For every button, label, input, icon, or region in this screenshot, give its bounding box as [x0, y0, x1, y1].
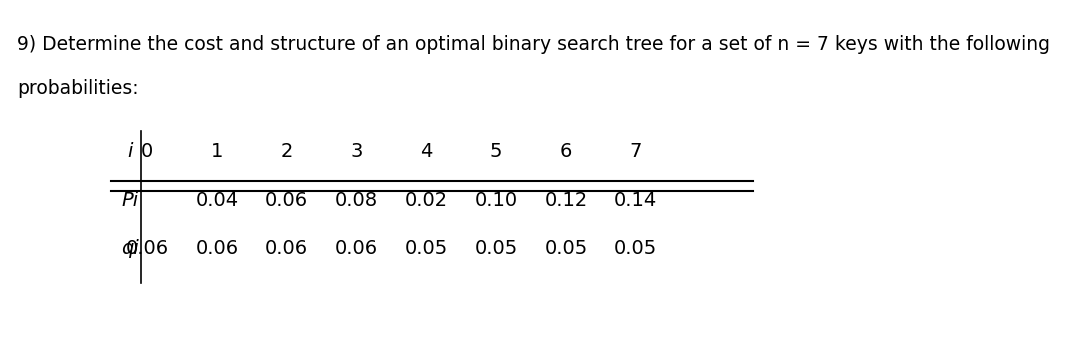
Text: 6: 6 — [560, 142, 572, 161]
Text: 2: 2 — [280, 142, 293, 161]
Text: 0.05: 0.05 — [615, 239, 657, 258]
Text: 0.06: 0.06 — [335, 239, 378, 258]
Text: 7: 7 — [629, 142, 642, 161]
Text: 4: 4 — [420, 142, 432, 161]
Text: 0.05: 0.05 — [405, 239, 448, 258]
Text: probabilities:: probabilities: — [17, 79, 138, 98]
Text: 0.08: 0.08 — [335, 190, 378, 210]
Text: 0.04: 0.04 — [195, 190, 239, 210]
Text: 0.05: 0.05 — [475, 239, 518, 258]
Text: 0.10: 0.10 — [475, 190, 518, 210]
Text: 1: 1 — [211, 142, 224, 161]
Text: 3: 3 — [350, 142, 363, 161]
Text: 0.02: 0.02 — [405, 190, 448, 210]
Text: 0.05: 0.05 — [544, 239, 588, 258]
Text: 0.06: 0.06 — [265, 239, 308, 258]
Text: qi: qi — [121, 239, 140, 258]
Text: 0.06: 0.06 — [265, 190, 308, 210]
Text: 0.14: 0.14 — [615, 190, 657, 210]
Text: 0.12: 0.12 — [544, 190, 588, 210]
Text: Pi: Pi — [121, 190, 138, 210]
Text: 0.06: 0.06 — [195, 239, 239, 258]
Text: 0: 0 — [141, 142, 153, 161]
Text: 5: 5 — [490, 142, 503, 161]
Text: i: i — [128, 142, 133, 161]
Text: 0.06: 0.06 — [126, 239, 168, 258]
Text: 9) Determine the cost and structure of an optimal binary search tree for a set o: 9) Determine the cost and structure of a… — [17, 34, 1050, 53]
